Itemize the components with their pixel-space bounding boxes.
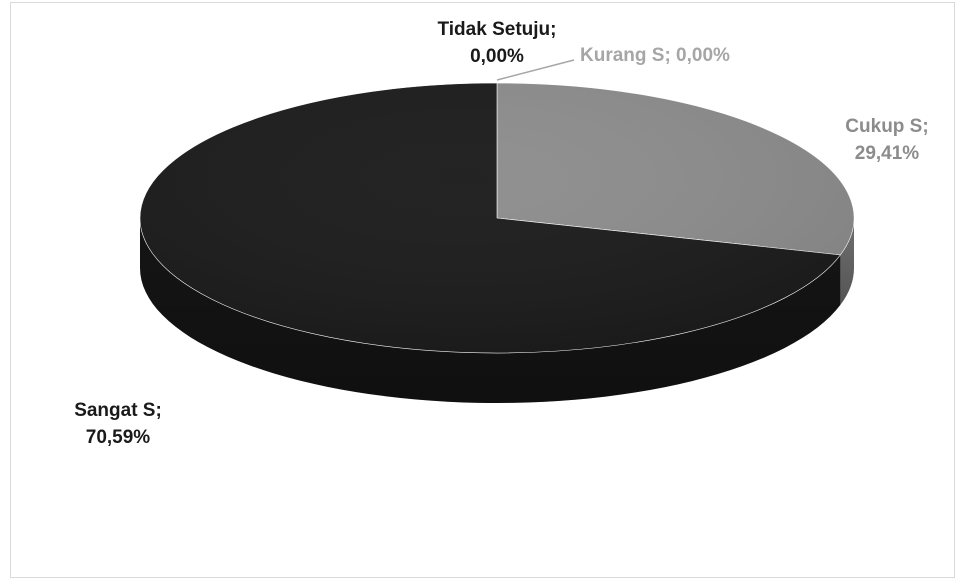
data-label-line: 70,59% — [86, 427, 151, 448]
data-label-line: Cukup S; — [845, 116, 928, 137]
data-label-line: 0,00% — [470, 46, 524, 67]
data-label-line: 29,41% — [855, 143, 920, 164]
pie-side-shading — [140, 218, 841, 404]
data-label-kurang-s: Kurang S; 0,00% — [580, 45, 730, 66]
leader-line-kurang — [496, 59, 575, 81]
data-label-cukup-s: Cukup S; 29,41% — [845, 116, 928, 164]
data-label-sangat-s: Sangat S; 70,59% — [74, 400, 162, 448]
data-label-tidak-setuju: Tidak Setuju; 0,00% — [438, 19, 557, 67]
pie-top-shading — [140, 83, 854, 353]
data-label-line: Sangat S; — [74, 400, 162, 421]
pie-side-shading — [840, 218, 854, 305]
data-label-line: Kurang S; 0,00% — [580, 45, 730, 66]
data-label-line: Tidak Setuju; — [438, 19, 557, 40]
